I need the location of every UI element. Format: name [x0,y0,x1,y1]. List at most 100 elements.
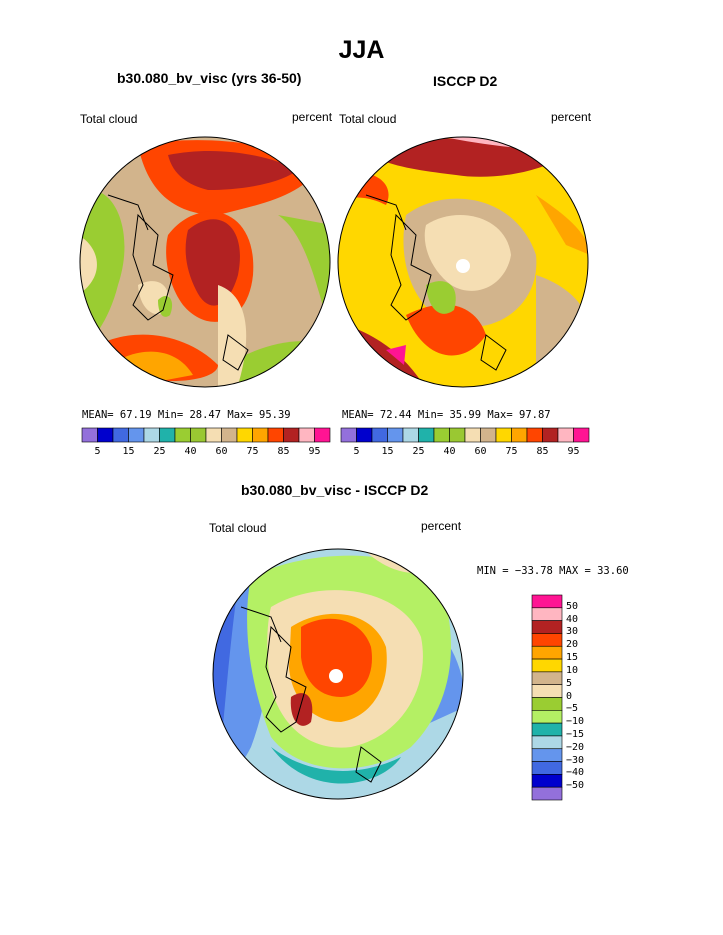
colorbar-swatch [174,427,191,443]
colorbar-swatch [387,427,404,443]
colorbar-tick-label: −40 [566,767,585,779]
colorbar-tick-label: 95 [567,446,580,457]
obs-panel-title: ISCCP D2 [433,73,498,89]
colorbar-tick-label: −15 [566,728,585,740]
colorbar-tick-label: 25 [153,446,166,457]
colorbar-swatch [531,735,563,750]
diff-stats: MIN = −33.78 MAX = 33.60 [477,565,629,577]
colorbar-swatch [531,658,563,673]
colorbar-swatch [205,427,222,443]
colorbar-swatch [531,645,563,660]
colorbar-swatch [267,427,284,443]
colorbar-swatch [531,594,563,609]
colorbar-swatch [480,427,497,443]
colorbar-swatch [112,427,129,443]
colorbar-swatch [298,427,315,443]
colorbar-swatch [433,427,450,443]
colorbar-swatch [221,427,238,443]
colorbar-swatch [371,427,388,443]
colorbar-tick-label: 15 [566,652,579,664]
colorbar-swatch [340,427,357,443]
colorbar-swatch [511,427,528,443]
colorbar-swatch [252,427,269,443]
diff-panel-title: b30.080_bv_visc - ISCCP D2 [241,482,429,498]
colorbar-tick-label: −5 [566,703,579,715]
model-panel-title: b30.080_bv_visc (yrs 36-50) [117,70,302,86]
colorbar-swatch [542,427,559,443]
model-units-label: percent [292,110,333,124]
colorbar-swatch [531,774,563,788]
colorbar-tick-label: 5 [566,677,573,689]
colorbar-tick-label: 60 [474,446,487,457]
colorbar-tick-label: 5 [353,446,360,457]
diff-variable-label: Total cloud [209,521,267,535]
colorbar-swatch [531,697,563,711]
colorbar-tick-label: 10 [566,664,579,676]
colorbar-tick-label: 75 [246,446,259,457]
diff-polar-map [212,548,464,800]
colorbar-tick-label: 30 [566,626,579,638]
colorbar-swatch [159,427,176,443]
obs-stats: MEAN= 72.44 Min= 35.99 Max= 97.87 [342,409,551,421]
colorbar-tick-label: 40 [443,446,456,457]
colorbar-tick-label: −20 [566,741,585,753]
colorbar-swatch [236,427,253,443]
colorbar-tick-label: 75 [505,446,518,457]
colorbar-swatch [283,427,300,443]
colorbar-swatch [557,427,574,443]
colorbar-tick-label: 20 [566,639,579,651]
colorbar-swatch [143,427,160,443]
colorbar-tick-label: 15 [381,446,394,457]
colorbar-tick-label: −10 [566,716,585,728]
colorbar-tick-label: 40 [566,613,579,625]
colorbar-swatch [531,786,563,801]
colorbar-tick-label: 5 [94,446,101,457]
colorbar-swatch [531,607,563,621]
colorbar-swatch [531,722,563,737]
colorbar-tick-label: 85 [277,446,290,457]
colorbar-tick-label: 15 [122,446,135,457]
colorbar-tick-label: 85 [536,446,549,457]
colorbar-tick-label: 0 [566,690,573,702]
colorbar-swatch [531,761,563,775]
colorbar-tick-label: 40 [184,446,197,457]
colorbar-tick-label: 50 [566,600,579,612]
colorbar-swatch [573,427,590,443]
colorbar-swatch [128,427,145,443]
colorbar-swatch [526,427,543,443]
model-stats: MEAN= 67.19 Min= 28.47 Max= 95.39 [82,409,291,421]
missing-data-pole [329,669,343,683]
colorbar-tick-label: −30 [566,754,585,766]
model-polar-map [79,136,331,388]
colorbar-swatch [81,427,98,443]
colorbar-tick-label: 60 [215,446,228,457]
missing-data-pole [456,259,470,273]
colorbar-swatch [464,427,481,443]
obs-polar-map [337,136,589,388]
colorbar-swatch [531,671,563,685]
model-colorbar [81,427,331,443]
obs-units-label: percent [551,110,592,124]
colorbar-swatch [314,427,331,443]
colorbar-swatch [531,710,563,724]
obs-colorbar [340,427,590,443]
diff-colorbar [531,594,563,801]
colorbar-swatch [495,427,512,443]
colorbar-tick-label: −50 [566,780,585,792]
figure-title: JJA [338,36,385,64]
colorbar-swatch [402,427,419,443]
colorbar-swatch [97,427,114,443]
colorbar-tick-label: 25 [412,446,425,457]
colorbar-swatch [418,427,435,443]
colorbar-swatch [449,427,466,443]
colorbar-swatch [190,427,207,443]
model-variable-label: Total cloud [80,112,138,126]
colorbar-swatch [356,427,373,443]
obs-variable-label: Total cloud [339,112,397,126]
colorbar-swatch [531,748,563,762]
colorbar-swatch [531,620,563,634]
colorbar-tick-label: 95 [308,446,321,457]
diff-units-label: percent [421,519,462,533]
colorbar-swatch [531,684,563,698]
colorbar-swatch [531,633,563,647]
